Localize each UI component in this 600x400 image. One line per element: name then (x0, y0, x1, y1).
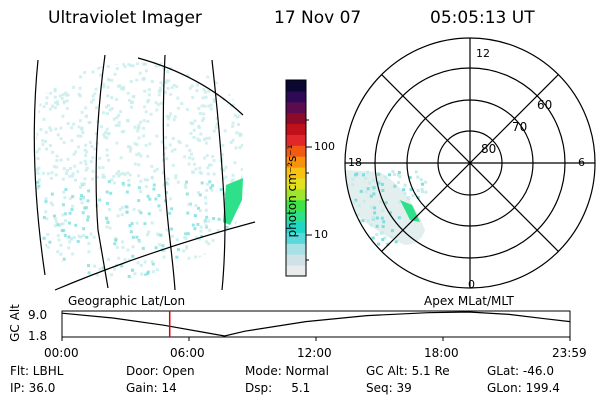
x-label-2359: 23:59 (552, 346, 587, 360)
info-gcalt: GC Alt: 5.1 Re (366, 364, 450, 378)
timeline-frame (61, 310, 571, 338)
y-label-low: 1.8 (28, 329, 48, 343)
colorbar-ticks (306, 119, 312, 261)
polar-grid (344, 37, 596, 289)
mlt-label-0: 0 (468, 278, 475, 291)
date-label: 17 Nov 07 (274, 8, 362, 28)
instrument-title: Ultraviolet Imager (48, 8, 202, 28)
info-glon: GLon: 199.4 (487, 381, 560, 395)
apex-label: Apex MLat/MLT (424, 294, 514, 308)
info-flt: Flt: LBHL (10, 364, 64, 378)
x-label-1800: 18:00 (424, 346, 459, 360)
mlt-label-6: 6 (578, 156, 585, 169)
mlt-label-12: 12 (476, 47, 490, 60)
timeline-ticks (61, 337, 571, 341)
mlt-label-18: 18 (348, 156, 362, 169)
geographic-label: Geographic Lat/Lon (68, 294, 186, 308)
y-label-high: 9.0 (28, 308, 48, 322)
lat-label-80: 80 (481, 142, 497, 156)
x-label-1200: 12:00 (297, 346, 332, 360)
lat-label-60: 60 (537, 98, 553, 112)
geographic-grid (33, 54, 256, 291)
time-label: 05:05:13 UT (430, 8, 535, 28)
x-label-0600: 06:00 (170, 346, 205, 360)
polar-aurora-bright (400, 200, 420, 222)
x-label-0000: 00:00 (44, 346, 79, 360)
colorbar-tick-10: 10 (314, 228, 328, 241)
info-mode: Mode: Normal (245, 364, 329, 378)
info-gain: Gain: 14 (126, 381, 177, 395)
info-ip: IP: 36.0 (10, 381, 56, 395)
lat-label-70: 70 (512, 120, 528, 134)
info-dsp: Dsp: 5.1 (245, 381, 311, 395)
aurora-bright-patch (223, 178, 243, 225)
gc-alt-axis-label: GC Alt (7, 304, 22, 342)
info-door: Door: Open (126, 364, 195, 378)
info-seq: Seq: 39 (366, 381, 412, 395)
colorbar-tick-100: 100 (314, 140, 335, 153)
gc-altitude-curve (61, 311, 571, 337)
info-glat: GLat: -46.0 (487, 364, 554, 378)
